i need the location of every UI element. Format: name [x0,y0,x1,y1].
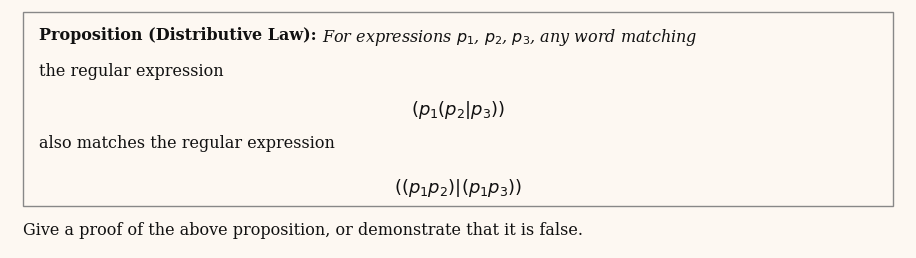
Text: For expressions $p_1$, $p_2$, $p_3$, any word matching: For expressions $p_1$, $p_2$, $p_3$, any… [317,27,698,48]
Text: $((p_1p_2)|(p_1p_3))$: $((p_1p_2)|(p_1p_3))$ [394,177,522,199]
Text: Give a proof of the above proposition, or demonstrate that it is false.: Give a proof of the above proposition, o… [23,222,583,239]
Text: Proposition (Distributive Law):: Proposition (Distributive Law): [39,27,317,44]
FancyBboxPatch shape [23,12,893,206]
Text: also matches the regular expression: also matches the regular expression [39,135,335,152]
Text: the regular expression: the regular expression [39,63,224,80]
Text: $(p_1(p_2|p_3))$: $(p_1(p_2|p_3))$ [410,99,506,121]
